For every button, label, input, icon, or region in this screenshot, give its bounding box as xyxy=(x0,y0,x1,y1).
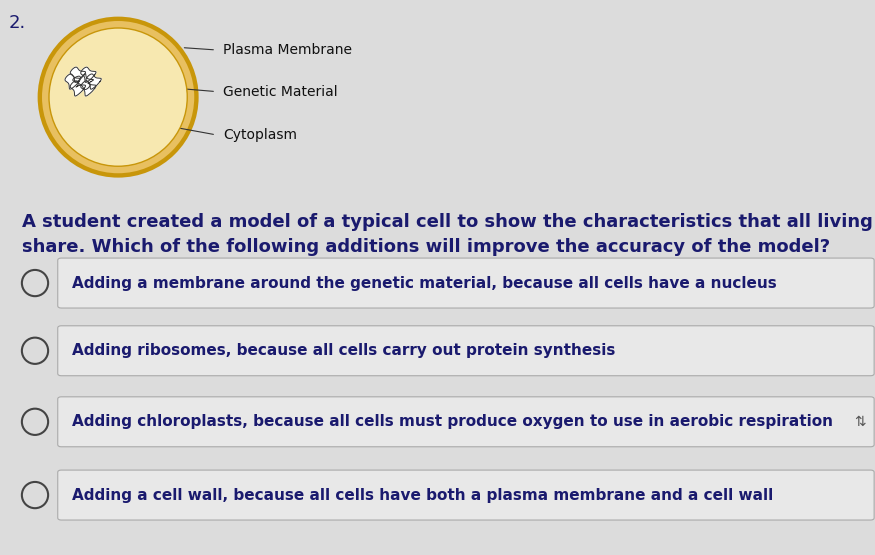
Ellipse shape xyxy=(42,21,194,173)
Text: share. Which of the following additions will improve the accuracy of the model?: share. Which of the following additions … xyxy=(22,238,830,256)
Ellipse shape xyxy=(38,17,199,178)
Text: Cytoplasm: Cytoplasm xyxy=(223,128,298,142)
Text: 2.: 2. xyxy=(9,14,26,32)
Text: Adding chloroplasts, because all cells must produce oxygen to use in aerobic res: Adding chloroplasts, because all cells m… xyxy=(72,414,833,430)
Polygon shape xyxy=(65,74,80,89)
Text: Genetic Material: Genetic Material xyxy=(223,84,338,99)
FancyBboxPatch shape xyxy=(58,397,874,447)
Polygon shape xyxy=(70,67,86,82)
Polygon shape xyxy=(86,74,102,89)
Text: ⇅: ⇅ xyxy=(855,415,866,429)
Polygon shape xyxy=(80,67,96,82)
FancyBboxPatch shape xyxy=(58,470,874,520)
Text: Adding a membrane around the genetic material, because all cells have a nucleus: Adding a membrane around the genetic mat… xyxy=(72,275,776,291)
Text: Adding a cell wall, because all cells have both a plasma membrane and a cell wal: Adding a cell wall, because all cells ha… xyxy=(72,487,773,503)
Text: Plasma Membrane: Plasma Membrane xyxy=(223,43,352,57)
FancyBboxPatch shape xyxy=(58,258,874,308)
Polygon shape xyxy=(80,81,96,96)
Text: A student created a model of a typical cell to show the characteristics that all: A student created a model of a typical c… xyxy=(22,213,875,231)
Ellipse shape xyxy=(49,28,187,166)
Polygon shape xyxy=(73,74,94,89)
Text: Adding ribosomes, because all cells carry out protein synthesis: Adding ribosomes, because all cells carr… xyxy=(72,343,615,359)
FancyBboxPatch shape xyxy=(58,326,874,376)
Polygon shape xyxy=(70,81,86,96)
